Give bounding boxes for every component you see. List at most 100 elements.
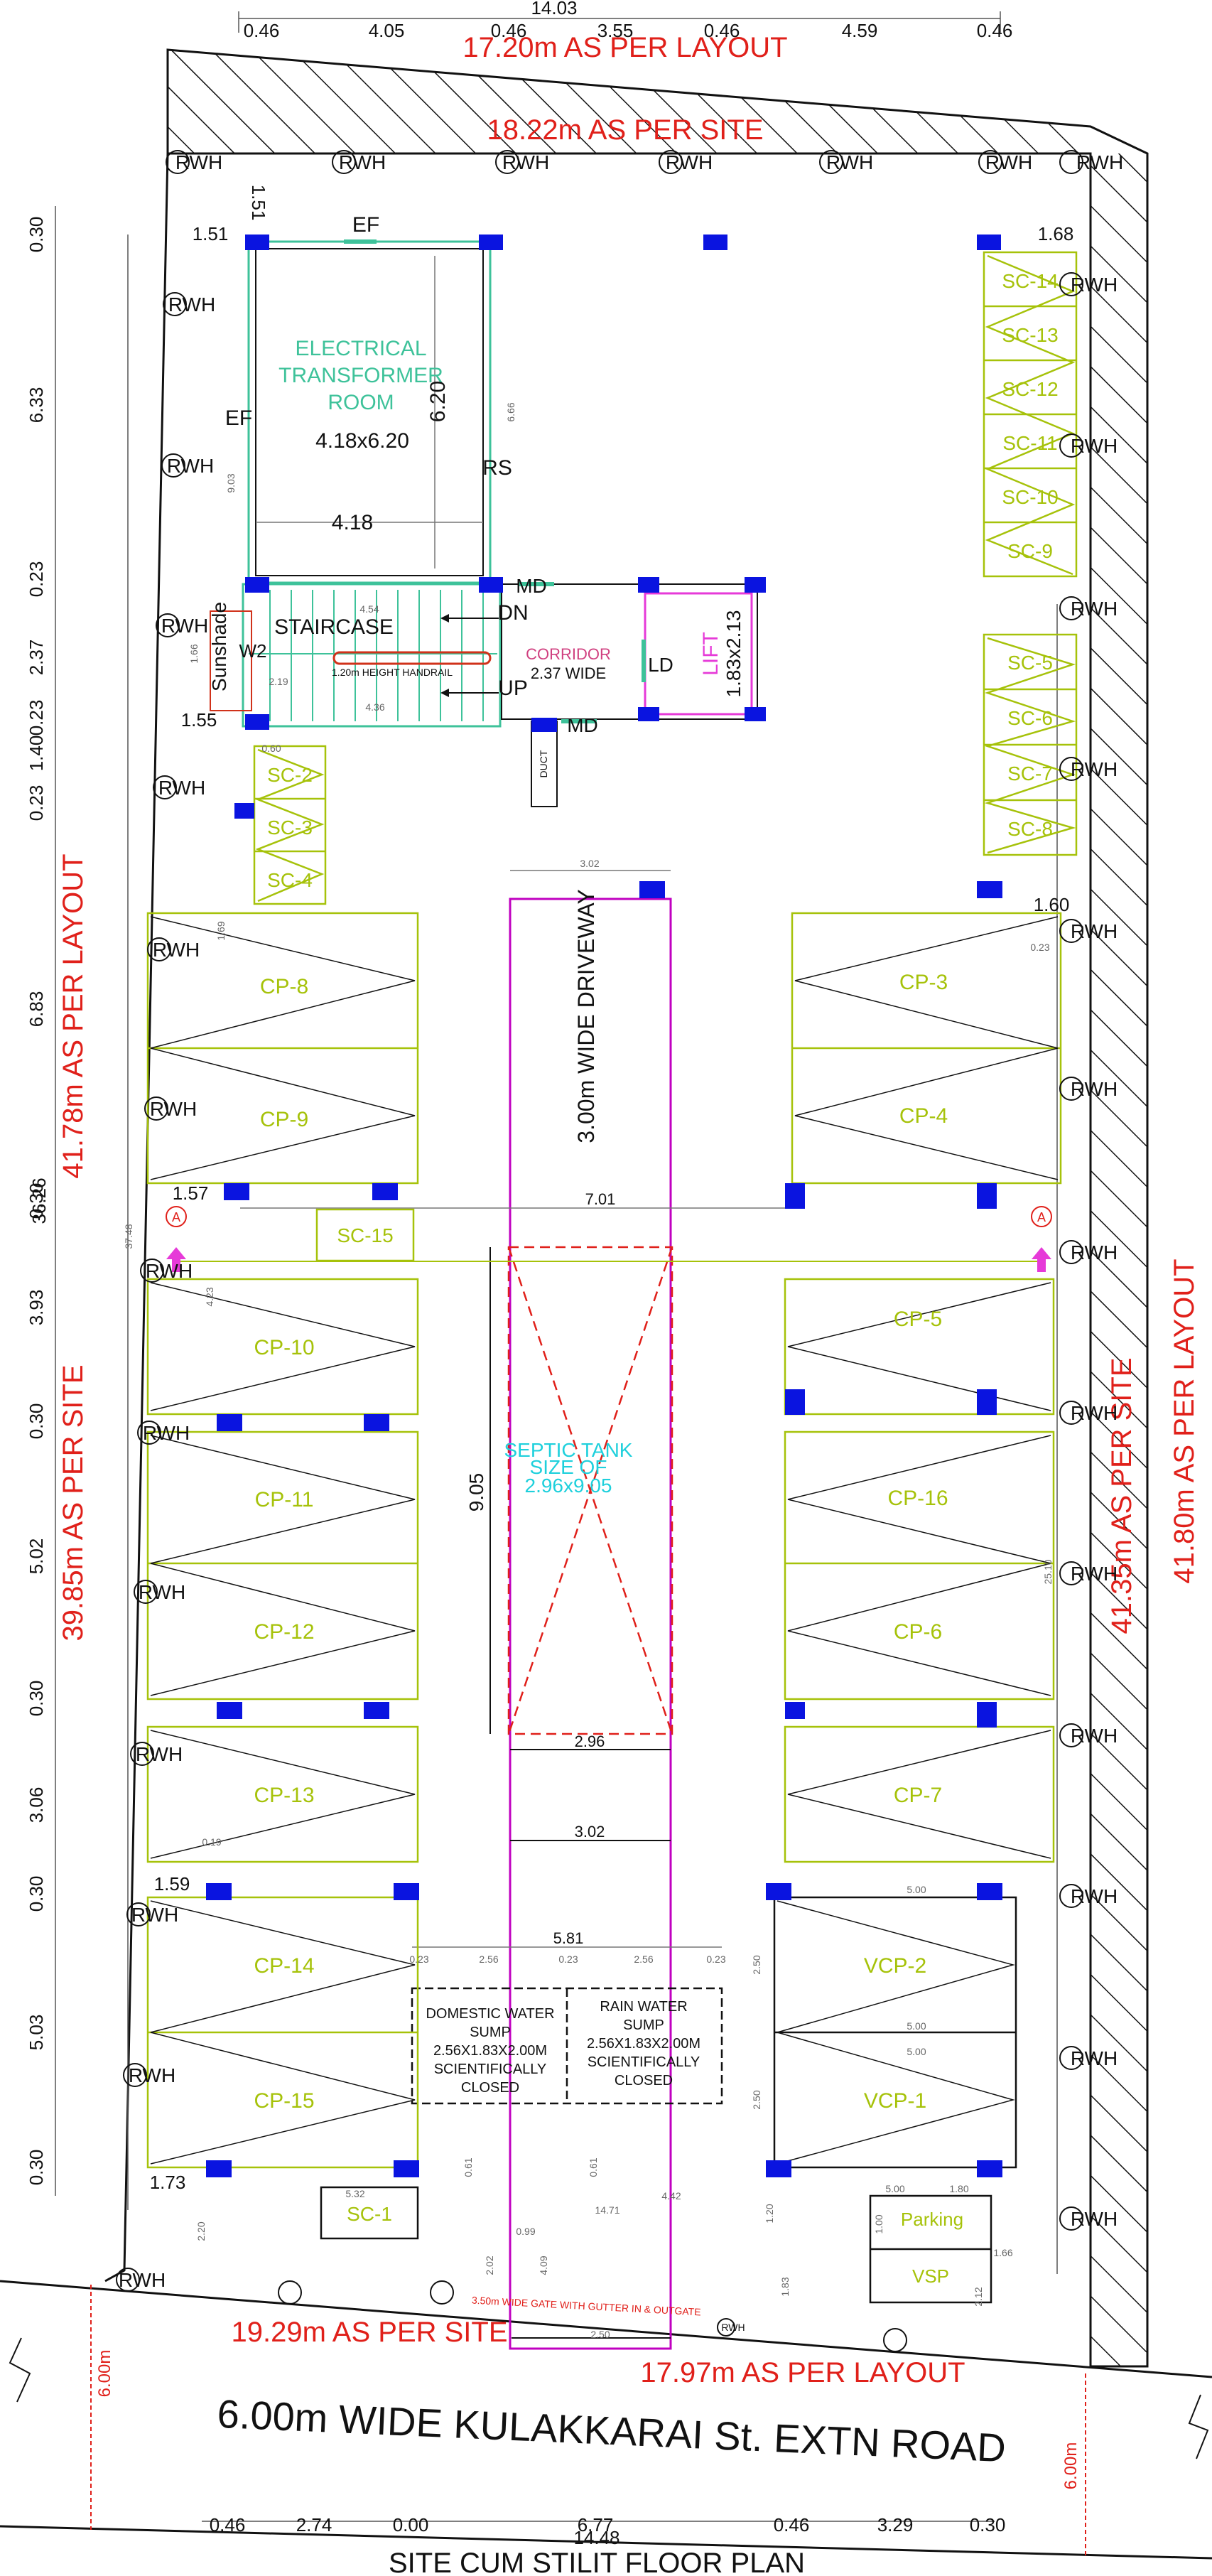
- rwh-label: RWH: [139, 1581, 185, 1603]
- left-dim: 6.83: [26, 991, 47, 1028]
- small-dim: 5.00: [907, 2046, 926, 2057]
- drawing-title: SITE CUM STILIT FLOOR PLAN: [389, 2548, 805, 2576]
- car-park-labels-right: CP-3 CP-4 CP-5 CP-16 CP-6 CP-7 VCP-2 VCP…: [864, 971, 963, 2287]
- car-park-label: CP-5: [894, 1308, 942, 1331]
- car-park-label: VCP-1: [864, 2089, 926, 2113]
- left-dim: 5.02: [26, 1538, 47, 1575]
- exhaust-fan-label: EF: [352, 213, 379, 237]
- right-site-label: 41.35m AS PER SITE: [1106, 1357, 1137, 1634]
- lift-size: 1.83x2.13: [723, 610, 745, 698]
- scooter-label: SC-11: [1002, 432, 1057, 454]
- car-park-label: CP-8: [260, 975, 308, 998]
- transformer-room-name: ELECTRICAL TRANSFORMER ROOM: [278, 337, 443, 414]
- domestic-sump-line: SCIENTIFICALLY: [434, 2062, 547, 2077]
- rwh-label: RWH: [721, 2322, 745, 2333]
- overall-left-dim: 36.26: [28, 1177, 50, 1224]
- septic-tank-size-b: 2.96x9.05: [525, 1475, 612, 1497]
- setback-dim: 1.68: [1038, 223, 1074, 244]
- small-dim: 0.61: [588, 2157, 599, 2177]
- sump-dim: 0.23: [409, 1953, 428, 1965]
- plot-boundary: [104, 50, 1092, 2366]
- scooter-label: SC-5: [1007, 652, 1053, 674]
- duct-label: DUCT: [538, 750, 549, 777]
- bottom-dim: 0.30: [970, 2514, 1006, 2535]
- corridor-label: CORRIDOR: [526, 645, 611, 663]
- car-park-label: CP-16: [887, 1487, 948, 1510]
- driveway-labels: 3.00m WIDE DRIVEWAY 3.02 3.02 7.01 SEPTI…: [465, 858, 701, 2317]
- staircase-dim-436: 4.36: [365, 701, 384, 713]
- small-dim: 5.00: [907, 2020, 926, 2032]
- car-park-label: CP-12: [254, 1620, 314, 1644]
- sump-total-width: 5.81: [553, 1929, 584, 1947]
- car-park-label: CP-11: [255, 1488, 314, 1511]
- gate-label: 3.50m WIDE GATE WITH GUTTER IN & OUTGATE: [472, 2295, 701, 2318]
- rain-sump-line: RAIN WATER: [600, 1999, 687, 2015]
- setback-dim: 1.55: [181, 709, 217, 731]
- small-dim: 1.66: [993, 2247, 1012, 2258]
- setback-dim: 1.73: [150, 2172, 186, 2193]
- small-dim: 2.12: [973, 2287, 984, 2306]
- driveway-width-mid: 3.02: [575, 1823, 605, 1841]
- car-park-labels-left: CP-8 CP-9 CP-10 CP-11 CP-12 CP-13 CP-14 …: [254, 975, 314, 2113]
- main-door-label-top: MD: [516, 575, 547, 597]
- top-dim: 0.46: [977, 20, 1013, 41]
- main-door-label-bottom: MD: [567, 714, 598, 736]
- small-dim: 0.19: [202, 1836, 221, 1848]
- bottom-dim: 3.29: [877, 2514, 914, 2535]
- scooter-label: SC-8: [1007, 818, 1053, 840]
- rs-label: RS: [482, 456, 512, 480]
- top-dimensions: 0.46 4.05 0.46 3.55 0.46 4.59 0.46: [244, 20, 1013, 41]
- scooter-label: SC-6: [1007, 707, 1053, 729]
- sump-labels: 5.81 0.23 2.56 0.23 2.56 0.23 DOMESTIC W…: [409, 1929, 725, 2096]
- domestic-sump-line: CLOSED: [461, 2080, 519, 2096]
- septic-tank-label: SEPTIC TANK: [504, 1439, 632, 1461]
- rain-sump-line: CLOSED: [615, 2073, 673, 2089]
- scooter-label: SC-3: [267, 817, 313, 839]
- left-dimensions: 0.30 6.33 0.23 2.37 0.23 1.40 0.23 6.83 …: [26, 217, 47, 2186]
- rwh-label: RWH: [136, 1743, 183, 1765]
- left-dim: 3.06: [26, 1787, 47, 1823]
- small-dim: 4.09: [538, 2256, 549, 2275]
- rwh-label: RWH: [119, 2269, 166, 2291]
- rwh-label: RWH: [1071, 1725, 1118, 1747]
- rain-sump-line: SCIENTIFICALLY: [588, 2054, 700, 2070]
- small-dim: 4.42: [661, 2190, 681, 2202]
- car-park-label: CP-6: [894, 1620, 942, 1644]
- rwh-label: RWH: [129, 2064, 175, 2086]
- transformer-dim-903: 9.03: [225, 473, 237, 492]
- small-dim: 2.50: [590, 2329, 610, 2340]
- overall-bottom-dim: 14.48: [573, 2527, 619, 2548]
- bottom-layout-label: 17.97m AS PER LAYOUT: [640, 2357, 965, 2388]
- rwh-label: RWH: [1071, 920, 1118, 942]
- small-dim: 5.00: [907, 1884, 926, 1895]
- rwh-label: RWH: [150, 1098, 197, 1120]
- staircase-dim-219: 2.19: [269, 676, 288, 687]
- small-dim: 0.23: [1030, 942, 1049, 953]
- setback-dim: 1.57: [173, 1182, 209, 1204]
- rwh-label: RWH: [153, 939, 200, 961]
- bottom-dim: 0.46: [774, 2514, 810, 2535]
- lift-door-label: LD: [648, 654, 673, 676]
- car-parks-left: [146, 912, 419, 2169]
- left-dim: 0.30: [26, 1183, 47, 1219]
- small-dim: 2.50: [751, 1955, 762, 1974]
- corridor-lift: [501, 582, 758, 807]
- boundary-labels: 17.20m AS PER LAYOUT 18.22m AS PER SITE …: [58, 32, 1200, 2489]
- driveway-label: 3.00m WIDE DRIVEWAY: [573, 889, 599, 1143]
- scooter-bays-right-mid: [983, 633, 1078, 856]
- transformer-room: [247, 239, 492, 584]
- small-dim: 2.02: [484, 2256, 495, 2275]
- rwh-label: RWH: [158, 777, 205, 799]
- domestic-sump-line: SUMP: [470, 2025, 511, 2040]
- right-layout-label: 41.80m AS PER LAYOUT: [1169, 1259, 1200, 1583]
- staircase-dim-454: 4.54: [359, 603, 379, 615]
- scooter-label: SC-4: [267, 869, 313, 891]
- setback-dim: 1.51: [193, 223, 229, 244]
- scooter-label: SC-9: [1007, 540, 1053, 562]
- scooter-bays-left: [253, 745, 419, 2240]
- setback-dim: 1.60: [1034, 894, 1070, 915]
- left-dim: 6.33: [26, 387, 47, 424]
- car-parks-right: [773, 912, 1062, 2304]
- rwh-label: RWH: [146, 1260, 193, 1282]
- transformer-room-size: 4.18x6.20: [315, 429, 409, 453]
